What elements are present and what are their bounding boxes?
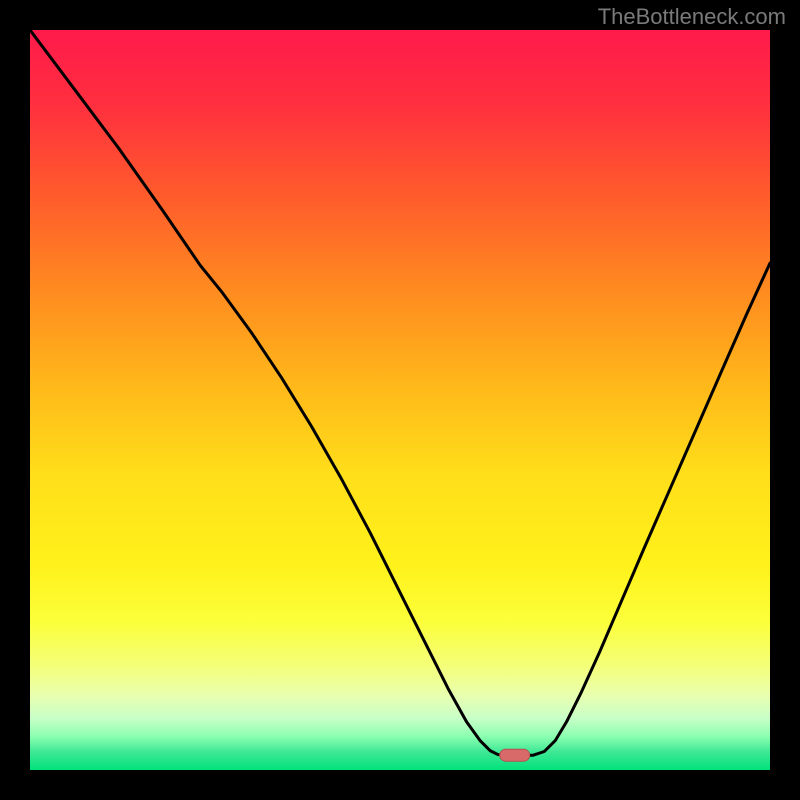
chart-frame: TheBottleneck.com bbox=[0, 0, 800, 800]
gradient-background bbox=[30, 30, 770, 770]
valley-marker bbox=[500, 749, 530, 761]
plot-svg bbox=[30, 30, 770, 770]
plot-area bbox=[30, 30, 770, 770]
watermark-text: TheBottleneck.com bbox=[598, 4, 786, 30]
